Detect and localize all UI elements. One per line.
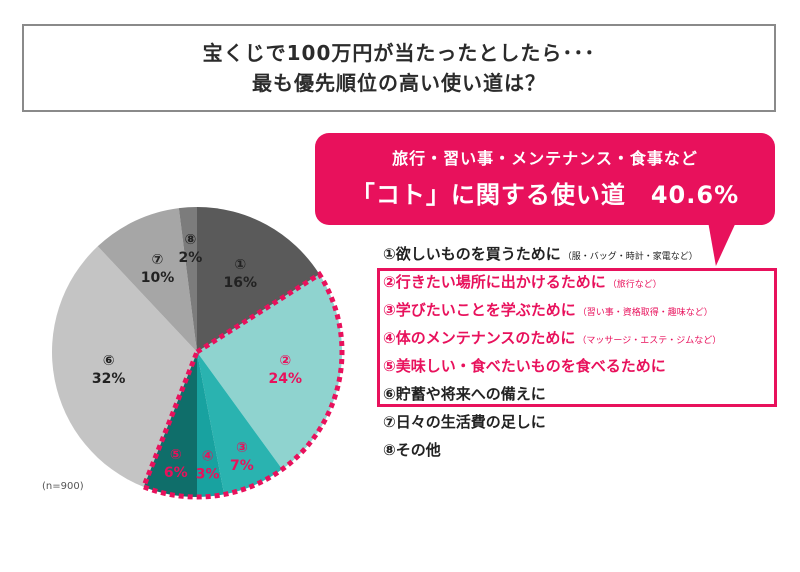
legend-label-2: ②行きたい場所に出かけるために [383,273,606,291]
legend-label-7: ⑦日々の生活費の足しに [383,413,546,431]
pie-label-pct-4: 3% [196,467,220,483]
legend-label-3: ③学びたいことを学ぶために [383,301,576,319]
pie-label-num-6: ⑥ [103,353,115,369]
legend-note-4: （マッサージ・エステ・ジムなど） [577,336,722,346]
legend-label-6: ⑥貯蓄や将来への備えに [383,385,546,403]
legend-item-3: ③学びたいことを学ぶために （習い事・資格取得・趣味など） [383,296,793,324]
pie-label-pct-5: 6% [164,465,188,481]
koto-legend-box [377,268,777,407]
pie-label-pct-2: 24% [269,371,303,387]
chart-title: 宝くじで100万円が当たったとしたら･･･ 最も優先順位の高い使い道は？ [22,24,776,112]
pie-slice-6 [51,246,198,487]
pie-label-pct-7: 10% [141,270,175,286]
legend-note-1: （服・バッグ・時計・家電など） [562,252,698,262]
legend-item-5: ⑤美味しい・食べたいものを食べるために [383,352,793,380]
legend-item-1: ①欲しいものを買うために （服・バッグ・時計・家電など） [383,240,793,268]
legend: ①欲しいものを買うために （服・バッグ・時計・家電など） ②行きたい場所に出かけるた… [383,240,793,464]
callout-line-2: 「コト」に関する使い道 40.6% [350,181,740,209]
legend-label-8: ⑧その他 [383,441,441,459]
legend-label-1: ①欲しいものを買うために [383,245,561,263]
pie-slice-1 [197,207,320,352]
legend-item-7: ⑦日々の生活費の足しに [383,408,793,436]
legend-item-8: ⑧その他 [383,436,793,464]
pie-label-pct-8: 2% [179,250,203,266]
pie-label-num-5: ⑤ [170,447,182,463]
pie-label-pct-3: 7% [230,458,254,474]
pie-slice-7 [97,208,197,352]
legend-note-3: （習い事・資格取得・趣味など） [577,308,713,318]
legend-item-6: ⑥貯蓄や将来への備えに [383,380,793,408]
legend-label-4: ④体のメンテナンスのために [383,329,576,347]
pie-slice-3 [197,352,283,495]
pie-label-num-3: ③ [236,440,248,456]
pie-label-num-7: ⑦ [152,252,164,268]
title-line-2: 最も優先順位の高い使い道は？ [252,71,546,95]
pie-slice-4 [197,352,225,497]
pie-label-num-8: ⑧ [185,232,197,248]
pie-label-num-2: ② [279,353,291,369]
title-line-1: 宝くじで100万円が当たったとしたら･･･ [202,41,596,65]
koto-slices-outline [140,270,345,500]
pie-slice-8 [178,207,197,352]
callout-line-1: 旅行・習い事・メンテナンス・食事など [392,149,698,168]
legend-label-5: ⑤美味しい・食べたいものを食べるために [383,357,666,375]
legend-note-2: （旅行など） [607,280,662,290]
pie-slice-2 [197,274,342,470]
sample-size: (n=900) [42,481,84,492]
legend-item-2: ②行きたい場所に出かけるために （旅行など） [383,268,793,296]
pie-label-pct-1: 16% [224,275,258,291]
pie-label-pct-6: 32% [92,371,126,387]
pie-label-num-4: ④ [202,449,214,465]
legend-item-4: ④体のメンテナンスのために （マッサージ・エステ・ジムなど） [383,324,793,352]
koto-callout: 旅行・習い事・メンテナンス・食事など 「コト」に関する使い道 40.6% [315,133,775,225]
pie-label-num-1: ① [234,257,246,273]
